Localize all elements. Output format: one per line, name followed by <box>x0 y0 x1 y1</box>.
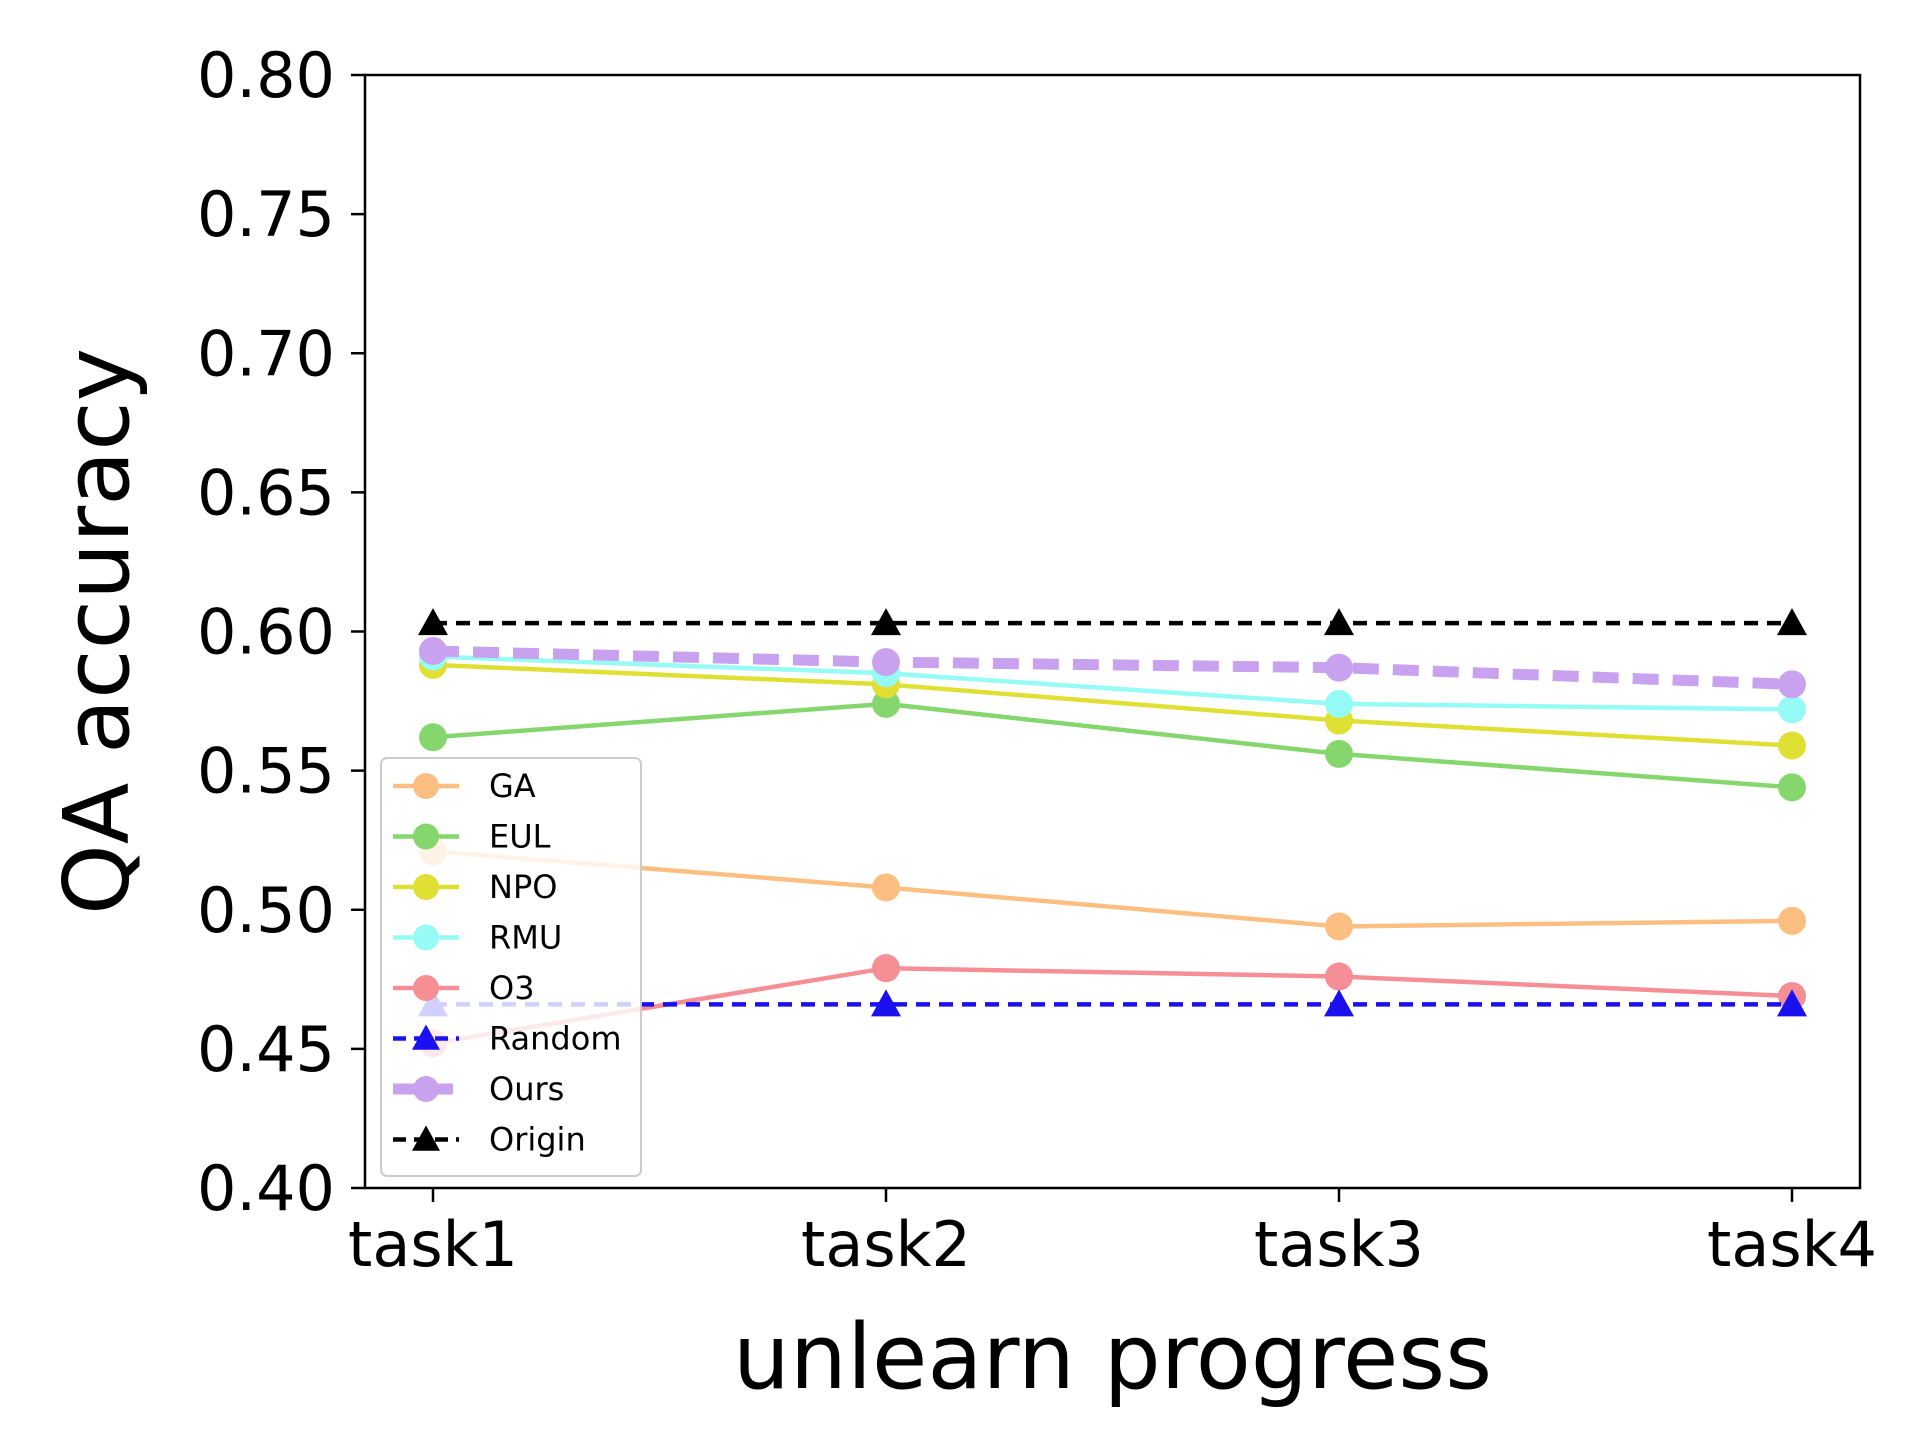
y-tick-label: 0.80 <box>197 39 335 112</box>
legend-item: GA <box>393 767 536 805</box>
legend-label: RMU <box>489 919 562 957</box>
x-tick-label: task2 <box>801 1208 971 1281</box>
data-point <box>1778 773 1806 802</box>
x-tick-label: task4 <box>1707 1208 1877 1281</box>
legend-marker <box>413 1076 439 1102</box>
data-point <box>871 608 901 636</box>
legend-item: EUL <box>393 818 551 856</box>
series-layer <box>418 608 1807 1058</box>
data-point <box>1325 912 1353 941</box>
legend-item: NPO <box>393 868 557 906</box>
legend-marker <box>413 874 439 900</box>
legend-marker <box>413 924 439 951</box>
series-rmu <box>419 642 1806 724</box>
data-point <box>419 723 447 752</box>
legend: GA EUL NPO RMU O3 Random Ours Origin <box>380 757 642 1177</box>
y-tick-label: 0.55 <box>197 735 335 808</box>
y-tick-label: 0.70 <box>197 317 335 390</box>
legend-label: EUL <box>489 818 551 856</box>
series-line <box>432 701 1793 790</box>
legend-label: Random <box>489 1020 621 1058</box>
x-tick-label: task3 <box>1254 1208 1424 1281</box>
data-point <box>1324 608 1354 636</box>
y-tick-label: 0.60 <box>197 596 335 669</box>
data-point <box>1778 906 1806 935</box>
y-tick-label: 0.40 <box>197 1152 335 1225</box>
legend-item: Random <box>393 1020 621 1058</box>
data-point <box>1777 608 1807 636</box>
series-eul <box>419 689 1806 802</box>
data-point <box>418 608 448 636</box>
legend-marker <box>413 823 439 850</box>
series-line <box>432 849 1793 929</box>
y-tick-label: 0.75 <box>197 178 335 251</box>
data-point <box>419 636 447 665</box>
series-line <box>432 645 1793 690</box>
legend-label: O3 <box>489 969 535 1007</box>
axes-layer: 0.40 0.45 0.50 0.55 0.60 0.65 0.70 0.75 0.80 task… <box>197 39 1877 1281</box>
legend-marker <box>413 773 439 799</box>
legend-label: GA <box>489 767 536 805</box>
legend-marker <box>412 1125 440 1151</box>
legend-item: Ours <box>393 1070 564 1108</box>
x-tick-label: task1 <box>348 1208 518 1281</box>
data-point <box>1325 962 1353 991</box>
y-tick-label: 0.45 <box>197 1013 335 1086</box>
series-ours <box>419 636 1806 699</box>
series-origin <box>418 608 1807 636</box>
legend-box <box>380 757 642 1177</box>
legend-marker <box>412 1024 440 1050</box>
data-point <box>872 954 900 983</box>
legend-marker <box>413 975 439 1001</box>
legend-item: O3 <box>393 969 535 1007</box>
legend-item: Origin <box>393 1121 586 1159</box>
legend-label: NPO <box>489 868 557 906</box>
series-line <box>432 654 1793 712</box>
series-line <box>432 662 1793 748</box>
data-point <box>1778 695 1806 724</box>
data-point <box>872 648 900 677</box>
legend-item: RMU <box>393 919 562 957</box>
legend-label: Ours <box>489 1070 564 1108</box>
y-tick-label: 0.65 <box>197 456 335 529</box>
legend-label: Origin <box>489 1121 586 1159</box>
data-point <box>872 689 900 718</box>
data-point <box>1325 689 1353 718</box>
data-point <box>1777 989 1807 1017</box>
data-point <box>1324 989 1354 1017</box>
x-axis-title: unlearn progress <box>733 1305 1492 1410</box>
data-point <box>1778 670 1806 699</box>
y-axis-title: QA accuracy <box>45 348 150 915</box>
data-point <box>872 873 900 902</box>
data-point <box>1325 653 1353 682</box>
data-point <box>1778 731 1806 760</box>
series-line <box>432 965 1793 1046</box>
data-point <box>1325 739 1353 768</box>
data-point <box>871 989 901 1017</box>
y-tick-label: 0.50 <box>197 874 335 947</box>
